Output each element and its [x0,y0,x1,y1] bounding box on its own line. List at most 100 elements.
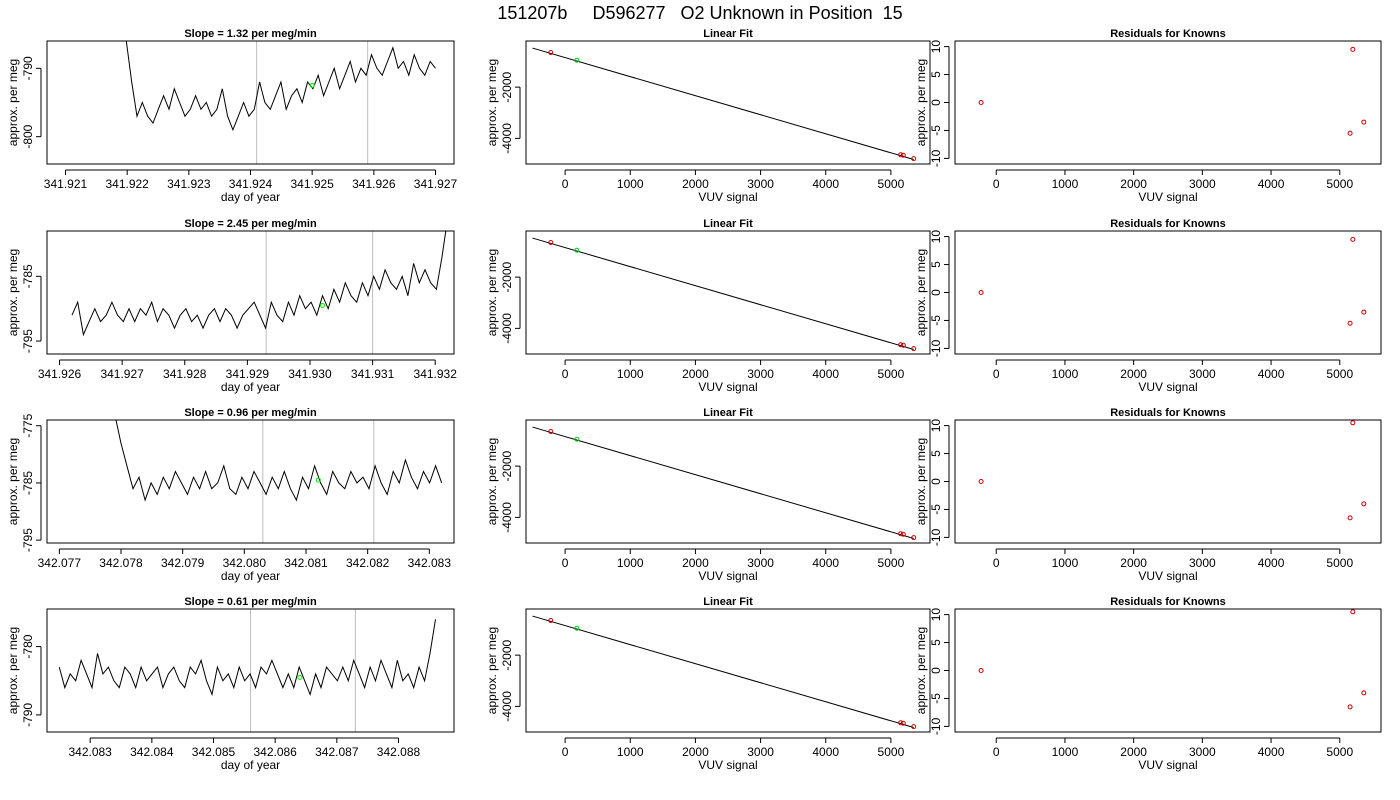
x-tick-label: 0 [993,367,1000,381]
x-tick-label: 342.083 [408,556,452,570]
x-axis-label: VUV signal [1138,569,1197,583]
data-point [574,57,580,63]
x-tick-label: 5000 [1326,745,1353,759]
y-tick-label: -775 [21,413,35,437]
data-series-line [58,619,436,697]
x-tick-label: 4000 [812,367,839,381]
y-tick-label: 10 [929,40,943,54]
data-point [574,247,580,253]
data-point [1361,309,1367,315]
x-tick-label: 341.923 [167,177,211,191]
chart-panel-12: Residuals for Knowns 0 1000 2000 3000 4000 500… [914,596,1382,772]
panel-title: Residuals for Knowns [1110,596,1226,608]
data-point [978,290,984,295]
x-tick-label: 341.929 [226,367,270,381]
data-point [1347,704,1353,710]
y-tick-label: 5 [929,450,943,457]
x-tick-label: 3000 [747,177,774,191]
plot-frame [525,40,931,165]
chart-panel-11: Linear Fit 0 1000 2000 3000 4000 5000 VUV signa… [485,596,931,772]
x-tick-label: 3000 [1189,556,1216,570]
data-point [548,429,554,435]
data-point [898,342,904,348]
panel-title: Slope = 0.96 per meg/min [184,407,317,419]
data-point [1350,236,1356,242]
x-tick-label: 342.088 [377,745,421,759]
x-tick-label: 342.082 [346,556,390,570]
chart-panel-4: Slope = 2.45 per meg/min 341.926 341.927 34… [6,218,457,394]
y-tick-label: -790 [21,703,35,727]
x-axis-label: VUV signal [698,569,757,583]
plot-frame [954,419,1382,544]
x-tick-label: 341.927 [414,177,458,191]
panel-title: Linear Fit [703,407,753,419]
panel-title: Slope = 2.45 per meg/min [184,218,317,230]
plot-frame [954,608,1382,733]
chart-panel-7: Slope = 0.96 per meg/min 342.077 342.078 34… [6,407,455,583]
highlight-marker [320,302,326,308]
y-tick-label: -2000 [500,450,514,481]
y-axis-label: approx. per meg [6,59,20,146]
data-point [574,625,580,631]
y-tick-label: -2000 [500,261,514,292]
y-axis-label: approx. per meg [914,438,928,525]
x-tick-label: 1000 [1052,556,1079,570]
chart-panel-3: Residuals for Knowns 0 1000 2000 3000 4000 500… [914,28,1382,204]
x-tick-label: 5000 [1326,556,1353,570]
y-axis-label: approx. per meg [485,627,499,714]
y-tick-label: -2000 [500,639,514,670]
panel-title: Linear Fit [703,596,753,608]
data-point [548,240,554,246]
data-series-line [71,231,447,337]
x-axis-label: day of year [221,758,280,772]
y-tick-label: 10 [929,419,943,433]
data-point [900,342,906,348]
y-tick-label: 0 [929,478,943,485]
data-point [1350,609,1356,615]
plot-frame [46,40,455,165]
highlight-marker [297,674,303,680]
y-tick-label: -795 [21,329,35,353]
x-tick-label: 0 [993,177,1000,191]
x-tick-label: 2000 [1120,556,1147,570]
y-tick-label: -4000 [500,313,514,344]
y-tick-label: -790 [21,56,35,80]
x-tick-label: 341.924 [229,177,273,191]
y-tick-label: -4000 [500,691,514,722]
plot-frame [525,419,931,544]
data-point [898,720,904,726]
x-tick-label: 3000 [1189,367,1216,381]
y-tick-label: 0 [929,289,943,296]
y-tick-label: -10 [929,717,943,735]
chart-panel-2: Linear Fit 0 1000 2000 3000 4000 5000 VUV signa… [485,28,931,204]
x-tick-label: 4000 [1258,367,1285,381]
y-tick-label: 5 [929,261,943,268]
x-axis-label: VUV signal [1138,758,1197,772]
data-point [1347,515,1353,521]
x-tick-label: 2000 [682,177,709,191]
data-point [978,668,984,673]
y-tick-label: -5 [929,315,943,326]
y-tick-label: 5 [929,71,943,78]
data-point [911,156,917,162]
x-tick-label: 1000 [1052,177,1079,191]
x-tick-label: 341.928 [163,367,207,381]
y-tick-label: 10 [929,608,943,622]
plot-frame [46,608,455,733]
y-tick-label: -4000 [500,502,514,533]
chart-panel-5: Linear Fit 0 1000 2000 3000 4000 5000 VUV signa… [485,218,931,394]
data-point [548,50,554,56]
x-axis-label: day of year [221,569,280,583]
x-tick-label: 1000 [617,745,644,759]
fit-line [532,47,914,160]
x-tick-label: 2000 [1120,177,1147,191]
x-tick-label: 341.925 [290,177,334,191]
data-series-line [125,41,436,132]
y-tick-label: 5 [929,639,943,646]
data-point [1347,130,1353,136]
x-tick-label: 4000 [1258,556,1285,570]
x-tick-label: 341.930 [288,367,332,381]
x-tick-label: 342.087 [315,745,359,759]
y-axis-label: approx. per meg [485,59,499,146]
